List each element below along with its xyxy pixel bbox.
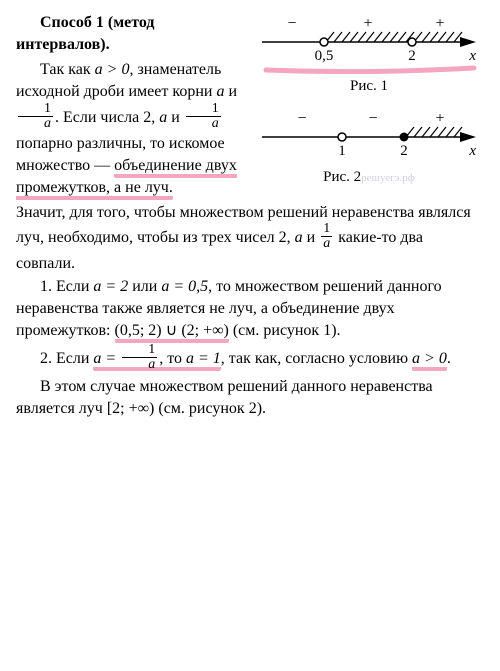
p4a: 2. Если bbox=[40, 350, 93, 367]
fig2-caption-text: Рис. 2 bbox=[323, 169, 361, 185]
p4-math2: a = 1 bbox=[186, 350, 221, 367]
p1d: . Если числа 2, bbox=[55, 109, 159, 126]
p4-math1: a = bbox=[93, 350, 120, 367]
numberline-2: − − + 1 2 x bbox=[254, 107, 484, 165]
axis-label: x bbox=[468, 48, 476, 64]
paragraph-2: Значит, для того, чтобы множеством реше­… bbox=[16, 202, 484, 276]
paragraph-5: В этом случае множеством решений дан­ног… bbox=[16, 376, 484, 421]
p2-math1: a bbox=[295, 229, 303, 246]
p3-math2: a = 0,5 bbox=[161, 278, 208, 295]
p5b: (см. рисунок 2). bbox=[154, 400, 266, 417]
p3d: (см. рисунок 1). bbox=[229, 322, 341, 339]
p1-math1: a > 0 bbox=[95, 61, 130, 78]
sign-1b: − bbox=[297, 110, 306, 127]
sign-3b: + bbox=[435, 110, 444, 127]
tick-2b: 2 bbox=[400, 143, 408, 159]
sign-2b: − bbox=[368, 110, 377, 127]
sign-3: + bbox=[435, 15, 444, 32]
frac-2: 1a bbox=[186, 102, 221, 131]
tick-2: 2 bbox=[408, 48, 416, 64]
p4-math3: a > 0 bbox=[412, 350, 447, 371]
axis-label-b: x bbox=[468, 143, 476, 159]
p4c: , так как, согласно условию bbox=[221, 350, 412, 367]
p4-hl-wrap: a = 1a, то a = 1 bbox=[93, 350, 220, 371]
p3-interval: (0,5; 2) ∪ (2; +∞) bbox=[115, 322, 229, 343]
tick-1: 0,5 bbox=[315, 48, 334, 64]
figure-1-caption: Рис. 1 bbox=[254, 76, 484, 97]
p3-math1: a = 2 bbox=[93, 278, 128, 295]
p1a: Так как bbox=[40, 61, 95, 78]
watermark: решуегэ.рф bbox=[361, 172, 415, 184]
p3a: 1. Если bbox=[40, 278, 93, 295]
p2b: и bbox=[303, 229, 320, 246]
p4b: , то bbox=[159, 350, 186, 367]
figure-2-caption: Рис. 2решуегэ.рф bbox=[254, 167, 484, 188]
p1c: и bbox=[224, 83, 237, 100]
p5-interval: [2; +∞) bbox=[107, 400, 155, 417]
method-heading: Способ 1 (метод интервалов). bbox=[16, 14, 154, 53]
p1e: и bbox=[167, 109, 184, 126]
p3b: или bbox=[128, 278, 161, 295]
paragraph-4: 2. Если a = 1a, то a = 1, так как, согла… bbox=[16, 345, 484, 374]
frac-3: 1a bbox=[321, 222, 332, 251]
frac-4: 1a bbox=[122, 343, 157, 372]
figure-1: − + + 0,5 2 x Рис. 1 − bbox=[254, 12, 484, 188]
frac-1: 1a bbox=[18, 102, 53, 131]
tick-1b: 1 bbox=[338, 143, 346, 159]
sign-2: + bbox=[363, 15, 372, 32]
numberline-1: − + + 0,5 2 x bbox=[254, 12, 484, 74]
p4d: . bbox=[447, 350, 451, 367]
sign-1: − bbox=[287, 15, 296, 32]
paragraph-3: 1. Если a = 2 или a = 0,5, то множеством… bbox=[16, 276, 484, 343]
document-content: − + + 0,5 2 x Рис. 1 − bbox=[16, 12, 484, 420]
